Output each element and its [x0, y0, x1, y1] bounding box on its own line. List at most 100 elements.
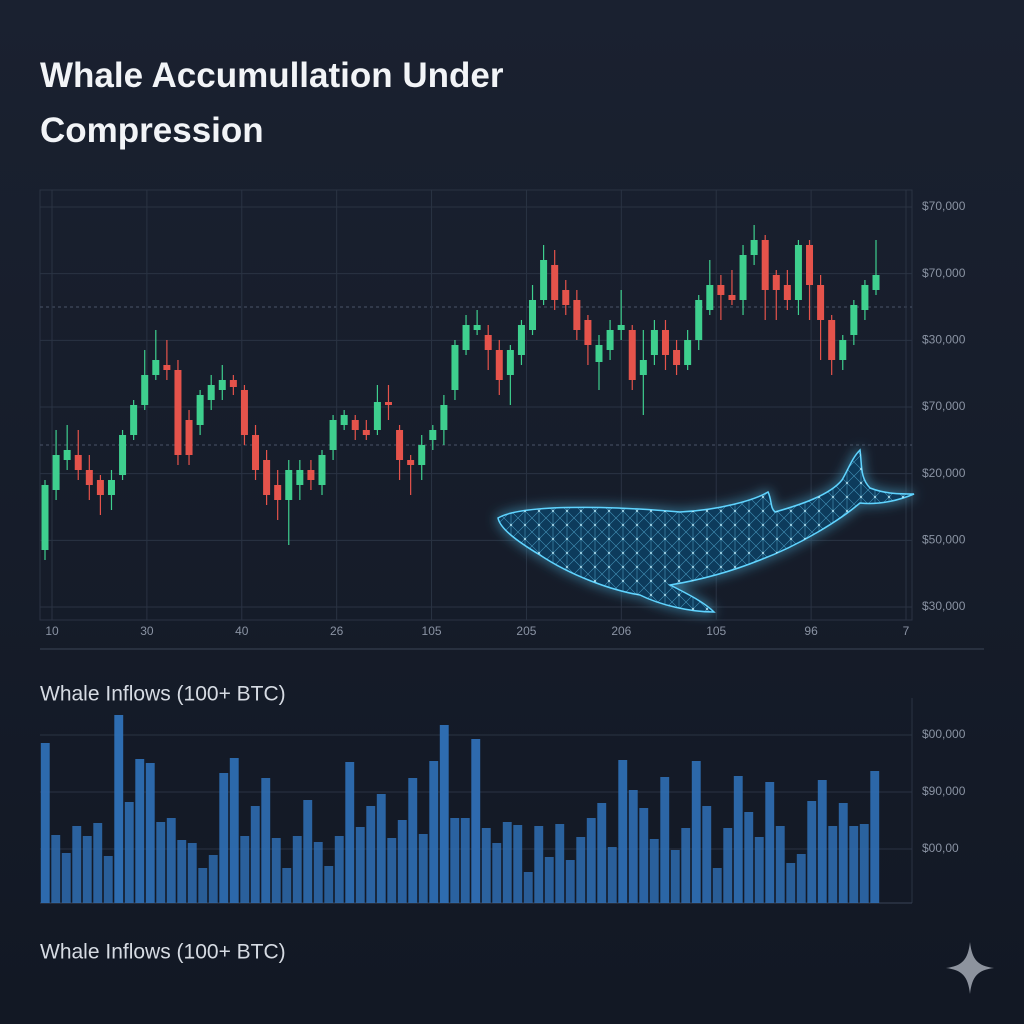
candle-body	[263, 460, 271, 495]
candle-body	[418, 445, 426, 465]
y-tick-label: $20,000	[922, 466, 966, 480]
bar	[408, 778, 418, 903]
y-tick-label: $30,000	[922, 599, 966, 613]
bar	[618, 760, 628, 903]
candle-body	[318, 455, 326, 485]
bar	[103, 856, 113, 903]
bar	[450, 818, 460, 903]
candle-body	[152, 360, 160, 375]
bar	[502, 822, 512, 903]
candle-body	[462, 325, 470, 350]
candle-body	[872, 275, 880, 290]
candle-body	[717, 285, 725, 295]
candle-body	[74, 455, 82, 470]
candle-body	[174, 370, 182, 455]
candle-body	[595, 345, 603, 362]
bar	[523, 872, 533, 903]
bar	[355, 827, 365, 903]
candle-body	[761, 240, 769, 290]
candle-body	[506, 350, 514, 375]
bar	[628, 790, 638, 903]
candle-body	[63, 450, 71, 460]
candle-body	[772, 275, 780, 290]
title-line: Compression	[40, 111, 264, 150]
candle-body	[728, 295, 736, 300]
bar	[261, 778, 271, 903]
bar	[303, 800, 313, 903]
candle-body	[384, 402, 392, 405]
candle-body	[562, 290, 570, 305]
candle-body	[639, 360, 647, 375]
x-tick-label: 206	[611, 624, 631, 638]
bar	[82, 836, 92, 903]
bar	[649, 839, 659, 903]
candle-body	[684, 340, 692, 365]
candle-body	[52, 455, 60, 490]
candle-body	[407, 460, 415, 465]
y-tick-label: $70,000	[922, 199, 966, 213]
bar	[72, 826, 82, 903]
candle-body	[130, 405, 138, 435]
candle-body	[573, 300, 581, 330]
caption: Whale Inflows (100+ BTC)	[40, 941, 286, 964]
bar	[229, 758, 239, 903]
bar	[198, 868, 208, 903]
candle-body	[351, 420, 359, 430]
bar	[817, 780, 827, 903]
candle-body	[296, 470, 304, 485]
candle-body	[473, 325, 481, 330]
candle-body	[584, 320, 592, 345]
y-tick-label: $70,000	[922, 266, 966, 280]
bar	[271, 838, 281, 903]
bar	[681, 828, 691, 903]
candle-body	[207, 385, 215, 400]
candle-body	[794, 245, 802, 300]
candle-body	[606, 330, 614, 350]
bar	[208, 855, 218, 903]
candle-body	[107, 480, 115, 495]
bar	[471, 739, 481, 903]
x-tick-label: 105	[706, 624, 726, 638]
bar	[177, 840, 187, 903]
candle-body	[529, 300, 537, 330]
candle-body	[196, 395, 204, 425]
bar	[859, 824, 869, 903]
candle-body	[706, 285, 714, 310]
bar	[691, 761, 701, 903]
bar	[702, 806, 712, 903]
candle-body	[673, 350, 681, 365]
bar	[838, 803, 848, 903]
candle-body	[396, 430, 404, 460]
y-tick-label: $00,00	[922, 841, 959, 855]
candle-body	[861, 285, 869, 310]
candle-body	[119, 435, 127, 475]
candle-body	[85, 470, 93, 485]
bar	[754, 837, 764, 903]
bar	[366, 806, 376, 903]
candle-body	[218, 380, 226, 390]
y-tick-label: $30,000	[922, 333, 966, 347]
candle-body	[229, 380, 237, 387]
y-tick-label: $70,000	[922, 399, 966, 413]
candle-body	[451, 345, 459, 390]
bar	[219, 773, 229, 903]
bar	[775, 826, 785, 903]
bar	[786, 863, 796, 903]
bar	[733, 776, 743, 903]
panel-title: Whale Inflows (100+ BTC)	[40, 683, 286, 706]
bar	[292, 836, 302, 903]
x-tick-label: 7	[903, 624, 910, 638]
bar	[597, 803, 607, 903]
bar	[765, 782, 775, 903]
candle-body	[783, 285, 791, 300]
bar	[712, 868, 722, 903]
bar	[439, 725, 449, 903]
candle-body	[484, 335, 492, 350]
candle-body	[96, 480, 104, 495]
bar	[135, 759, 145, 903]
bar	[51, 835, 61, 903]
bar	[61, 853, 71, 903]
bar	[534, 826, 544, 903]
candle-body	[362, 430, 370, 435]
